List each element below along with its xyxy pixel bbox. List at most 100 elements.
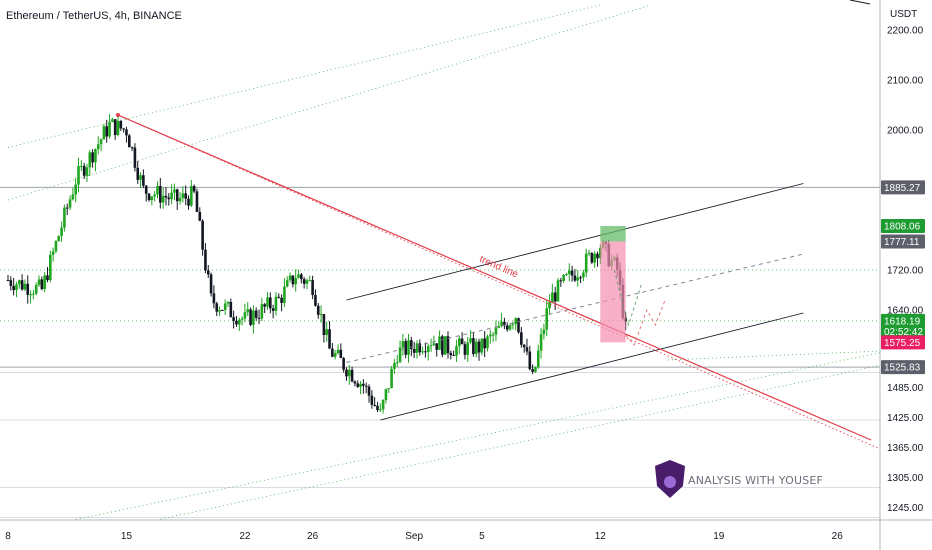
candle-body <box>65 207 69 209</box>
candle-body <box>582 272 585 278</box>
candle-body <box>46 275 49 281</box>
trend-line-label: trend line <box>478 254 521 281</box>
candle-body <box>480 338 484 353</box>
candle-body <box>336 349 340 354</box>
candle-body <box>257 317 261 319</box>
x-tick-label: 22 <box>239 531 251 542</box>
candle-body <box>187 198 190 206</box>
price-badge-label: 1777.11 <box>884 237 920 248</box>
price-badge-countdown: 02:52:42 <box>884 327 923 338</box>
candle-body <box>269 297 272 309</box>
candle-body <box>288 275 292 281</box>
candle-body <box>384 389 388 401</box>
candle-body <box>266 297 269 307</box>
candle-body <box>170 192 173 200</box>
watermark: ANALYSIS WITH YOUSEF <box>655 460 823 498</box>
candle-body <box>486 336 489 349</box>
candle-body <box>161 195 165 203</box>
candle-body <box>562 274 565 281</box>
candle-body <box>252 310 255 325</box>
candle-body <box>184 193 187 199</box>
watermark-text: ANALYSIS WITH YOUSEF <box>688 474 823 487</box>
candle-body <box>590 253 594 263</box>
plot-area: trend line <box>0 4 880 520</box>
candle-body <box>99 139 103 145</box>
candle-body <box>438 336 441 350</box>
chart-title: Ethereum / TetherUS, 4h, BINANCE <box>6 10 182 22</box>
candle-body <box>514 318 517 325</box>
candle-body <box>567 270 571 275</box>
candle-body <box>536 350 540 368</box>
candle-body <box>96 144 100 150</box>
candle-body <box>105 126 109 137</box>
green-channel-line <box>7 4 601 148</box>
candle-body <box>133 147 137 168</box>
candle-body <box>12 285 15 291</box>
candle-body <box>147 193 151 201</box>
candle-body <box>472 338 475 354</box>
candle-body <box>491 334 495 336</box>
y-tick-label: 2100.00 <box>887 76 924 87</box>
candle-body <box>370 395 374 405</box>
candle-body <box>77 166 80 185</box>
y-tick-label: 1365.00 <box>887 443 924 454</box>
candle-body <box>125 129 128 136</box>
candle-body <box>393 362 396 369</box>
candle-body <box>424 351 427 353</box>
x-tick-label: 15 <box>121 531 133 542</box>
channel-upper-line <box>346 183 804 301</box>
channel-lower-line <box>380 312 804 421</box>
candle-body <box>243 312 247 319</box>
candle-body <box>305 280 309 284</box>
candle-body <box>367 386 371 396</box>
candle-body <box>260 304 264 319</box>
x-tick-label: 26 <box>832 531 844 542</box>
candle-body <box>500 321 503 327</box>
candle-body <box>116 120 120 136</box>
candle-body <box>494 327 498 335</box>
projection-path <box>625 299 666 346</box>
candle-body <box>60 227 63 236</box>
candle-body <box>223 303 227 311</box>
candle-body <box>319 314 323 316</box>
candle-body <box>593 253 596 263</box>
candle-body <box>534 367 537 372</box>
candle-body <box>254 310 258 318</box>
candle-body <box>469 338 472 343</box>
price-badge <box>881 218 925 233</box>
candle-body <box>443 336 447 355</box>
candle-body <box>353 381 357 384</box>
candle-body <box>49 254 52 281</box>
candle-body <box>381 400 385 410</box>
candle-body <box>167 197 171 200</box>
candle-body <box>80 165 83 167</box>
candle-body <box>82 165 86 176</box>
candle-body <box>407 340 410 355</box>
candle-body <box>579 277 582 279</box>
candle-body <box>274 296 278 311</box>
candle-body <box>477 341 481 353</box>
trend-line-dotted <box>117 114 880 450</box>
candle-body <box>497 326 501 328</box>
candle-body <box>43 275 46 290</box>
profit-zone <box>600 225 626 242</box>
candle-body <box>181 193 185 199</box>
candle-body <box>23 283 27 290</box>
candle-body <box>297 274 300 279</box>
candle-body <box>54 241 58 252</box>
candle-body <box>511 324 515 326</box>
candle-body <box>489 334 492 337</box>
candle-body <box>218 309 221 312</box>
candle-body <box>15 284 18 291</box>
candle-body <box>483 338 486 349</box>
candle-body <box>136 167 140 180</box>
candle-body <box>508 325 512 330</box>
x-tick-label: 26 <box>307 531 319 542</box>
candle-body <box>142 175 145 186</box>
candle-body <box>373 404 376 406</box>
candle-body <box>395 362 399 364</box>
price-badge <box>881 360 925 375</box>
candle-body <box>164 195 168 198</box>
price-badge <box>881 335 925 350</box>
